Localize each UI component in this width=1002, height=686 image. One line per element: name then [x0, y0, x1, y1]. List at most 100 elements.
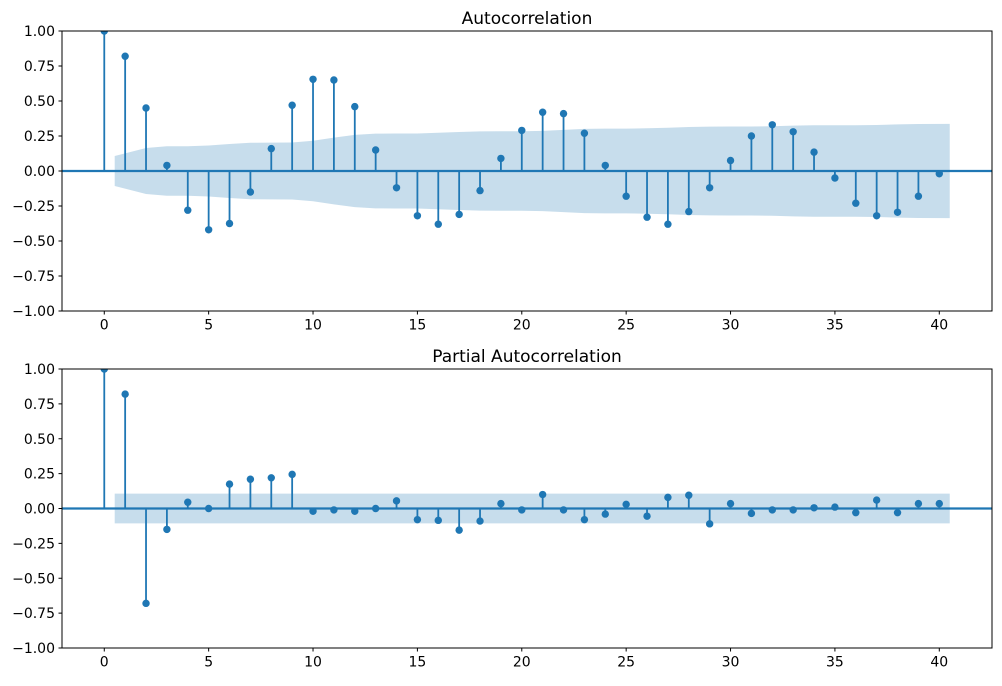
marker	[434, 516, 442, 525]
marker	[768, 506, 776, 514]
y-tick-label: −0.25	[12, 536, 55, 552]
marker	[371, 146, 380, 154]
x-axis-ticks: 0 5 10 15 20 25 30 35 40	[100, 311, 948, 334]
x-axis-ticks: 0 5 10 15 20 25 30 35 40	[100, 648, 948, 671]
marker	[664, 493, 672, 502]
marker	[622, 500, 630, 509]
marker	[497, 499, 505, 508]
marker	[392, 497, 401, 505]
x-tick-label: 0	[100, 318, 109, 334]
marker	[225, 219, 234, 228]
y-tick-label: 1.00	[24, 362, 55, 378]
marker	[538, 108, 547, 116]
marker	[497, 154, 505, 163]
marker	[371, 504, 380, 513]
acf-plot-area: 0 5 10 15 20 25 30 35 40 1.00 0.75 0.50 0.25 0.00 −0.2…	[12, 24, 993, 334]
acf-data-layer	[62, 31, 992, 234]
marker	[664, 220, 672, 228]
marker	[643, 512, 651, 520]
marker	[580, 515, 589, 524]
marker	[685, 491, 693, 499]
marker	[559, 109, 568, 118]
x-tick-label: 0	[100, 655, 109, 671]
marker	[204, 504, 213, 513]
pacf-data-layer	[62, 369, 992, 608]
marker	[685, 207, 693, 216]
acf-title: Autocorrelation	[462, 9, 593, 29]
y-tick-label: −1.00	[12, 641, 55, 657]
x-tick-label: 30	[722, 655, 740, 671]
marker	[184, 206, 192, 214]
marker	[267, 144, 275, 153]
marker	[476, 186, 484, 195]
marker	[810, 148, 818, 156]
y-tick-label: 0.25	[24, 467, 55, 483]
marker	[538, 490, 547, 499]
marker	[476, 517, 484, 525]
x-tick-label: 30	[722, 318, 740, 334]
marker	[601, 510, 609, 518]
marker	[747, 132, 756, 140]
marker	[330, 506, 338, 514]
marker	[914, 499, 923, 508]
x-tick-label: 20	[513, 318, 531, 334]
x-tick-label: 40	[930, 318, 948, 334]
marker	[518, 126, 526, 135]
marker	[142, 104, 150, 112]
x-tick-label: 35	[826, 655, 844, 671]
marker	[184, 498, 192, 506]
x-tick-label: 10	[304, 655, 322, 671]
marker	[392, 184, 401, 192]
y-tick-label: −0.50	[12, 571, 55, 587]
pacf-plot-area: 0 5 10 15 20 25 30 35 40 1.00 0.75 0.50 0.25 0.00 −0.2…	[12, 362, 993, 671]
marker	[121, 52, 129, 60]
x-tick-label: 15	[408, 655, 426, 671]
marker	[559, 506, 568, 514]
marker	[935, 499, 943, 508]
marker	[455, 526, 463, 534]
marker	[726, 499, 735, 508]
marker	[142, 599, 150, 608]
x-tick-label: 5	[204, 318, 213, 334]
marker	[351, 102, 359, 111]
marker	[246, 188, 255, 196]
pacf-title: Partial Autocorrelation	[432, 347, 622, 367]
marker	[100, 369, 108, 373]
marker	[163, 161, 171, 170]
y-tick-label: 0.50	[24, 432, 55, 448]
x-tick-label: 25	[617, 655, 635, 671]
y-tick-label: 0.50	[24, 94, 55, 110]
y-tick-label: 0.75	[24, 59, 55, 75]
marker	[872, 496, 881, 504]
y-tick-label: 0.75	[24, 397, 55, 413]
marker	[434, 220, 442, 228]
marker	[643, 213, 651, 221]
y-tick-label: −0.75	[12, 269, 55, 285]
marker	[163, 525, 171, 534]
x-tick-label: 10	[304, 318, 322, 334]
y-tick-label: 0.25	[24, 129, 55, 145]
marker	[330, 76, 338, 84]
marker	[288, 101, 296, 109]
marker	[121, 390, 129, 398]
marker	[789, 128, 797, 136]
marker	[580, 129, 589, 137]
marker	[413, 515, 422, 524]
pacf-markers	[100, 369, 943, 608]
marker	[852, 199, 860, 207]
marker	[810, 504, 818, 512]
marker	[747, 509, 756, 518]
x-tick-label: 40	[930, 655, 948, 671]
marker	[789, 506, 797, 514]
marker	[225, 480, 234, 488]
marker	[914, 192, 923, 200]
marker	[705, 184, 714, 192]
marker	[267, 474, 275, 482]
marker	[288, 470, 296, 479]
marker	[246, 475, 255, 483]
marker	[705, 520, 714, 528]
y-tick-label: 0.00	[24, 502, 55, 518]
marker	[518, 506, 526, 514]
x-tick-label: 20	[513, 655, 531, 671]
